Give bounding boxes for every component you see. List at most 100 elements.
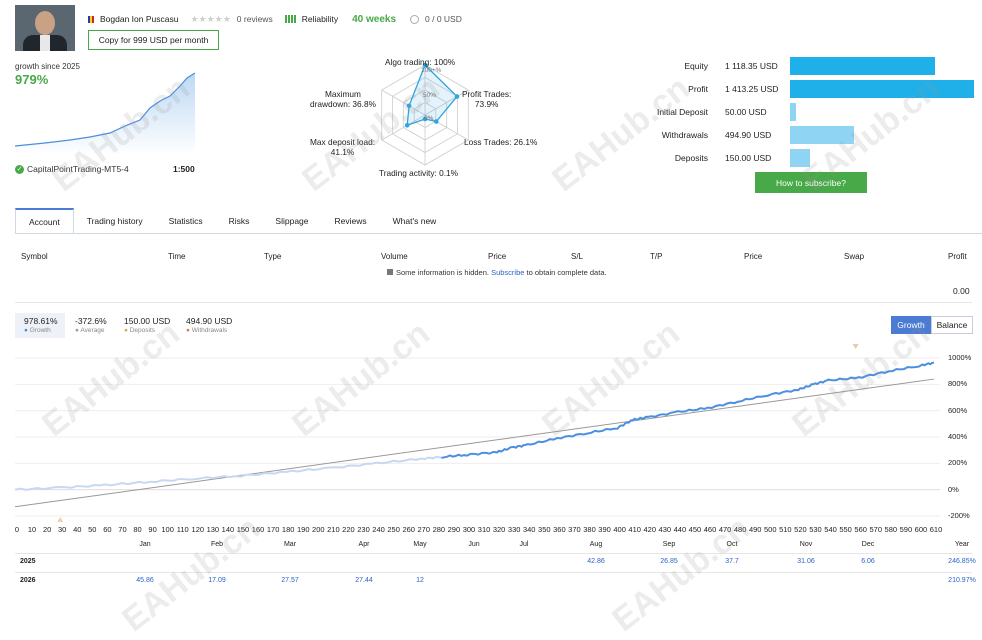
stat-bar [790,103,796,121]
x-tick-label: 230 [357,525,370,534]
radar-point [422,116,428,122]
how-to-subscribe-button[interactable]: How to subscribe? [755,172,867,193]
month-value[interactable]: 42.86 [587,558,605,565]
x-tick-label: 0 [14,525,20,534]
series-growth [441,361,935,459]
month-header: Feb [210,541,224,548]
table-header-price: Price [488,252,507,261]
legend-item-average[interactable]: -372.6% ● Average [75,316,107,336]
flag-icon [88,15,94,23]
x-tick-label: 60 [103,525,112,534]
table-header-volume: Volume [381,252,408,261]
tab-what-s-new[interactable]: What's new [392,216,437,226]
x-tick-label: 130 [206,525,220,534]
month-value[interactable]: 37.7 [725,558,739,565]
table-header-profit: Profit [948,252,967,261]
x-tick-label: 380 [583,525,596,534]
radar-point [406,103,412,109]
broker-link[interactable]: ✓ CapitalPointTrading-MT5-4 [15,164,129,174]
month-header: Jan [139,541,151,548]
legend-caption: ● Growth [24,326,58,336]
x-tick-label: 570 [869,525,882,534]
month-value[interactable]: 246.85% [948,558,976,565]
radar-label-deposit-load: Max deposit load: 41.1% [310,137,376,157]
balance-toggle-button[interactable]: Balance [931,316,973,334]
legend-dot-icon: ● [24,327,30,334]
month-value[interactable]: 26.85 [660,558,678,565]
tab-trading-history[interactable]: Trading history [86,216,143,226]
x-tick-label: 610 [929,525,943,534]
stat-bar [790,80,974,98]
series-average [14,378,935,508]
tab-slippage[interactable]: Slippage [275,216,309,226]
growth-value: 979% [15,72,49,87]
x-tick-label: 600 [914,525,928,534]
month-value[interactable]: 27.44 [355,577,373,584]
x-tick-label: 240 [372,525,385,534]
tab-risks[interactable]: Risks [228,216,250,226]
month-header: Year [954,541,970,548]
legend-item-withdrawals[interactable]: 494.90 USD ● Withdrawals [186,316,232,336]
y-tick-label: 600% [948,405,968,415]
month-value[interactable]: 6.06 [861,558,875,565]
table-header-symbol: Symbol [21,252,48,261]
row-divider [15,553,972,554]
x-tick-label: 550 [839,525,852,534]
month-value[interactable]: 31.06 [797,558,815,565]
withdrawal-marker-icon [852,344,859,349]
tab-account[interactable]: Account [15,208,74,234]
x-tick-label: 70 [118,525,127,534]
table-header-price: Price [744,252,763,261]
provider-name[interactable]: Bogdan Ion Puscasu [100,14,179,24]
month-header: Dec [861,541,875,548]
month-header: Apr [358,541,370,548]
stat-label: Profit [688,84,708,94]
x-tick-label: 340 [522,525,536,534]
month-value[interactable]: 27.57 [281,577,299,584]
stat-label: Equity [684,61,708,71]
legend-label: Deposits [129,327,156,334]
x-tick-label: 270 [417,525,431,534]
legend-label: Average [80,327,105,334]
stat-bar [790,57,935,75]
table-header-time: Time [168,252,186,261]
x-tick-label: 320 [492,525,506,534]
lock-icon [387,269,393,275]
month-value[interactable]: 17.09 [208,577,226,584]
broker-name[interactable]: CapitalPointTrading-MT5-4 [27,164,129,174]
radar-points [404,62,460,128]
tab-reviews[interactable]: Reviews [334,216,367,226]
legend-item-deposits[interactable]: 150.00 USD ● Deposits [124,316,170,336]
x-tick-label: 450 [688,525,702,534]
subscribe-link[interactable]: Subscribe [491,268,525,277]
x-tick-label: 80 [133,525,142,534]
radar-spoke [424,89,469,116]
legend-value: 978.61% [24,316,58,326]
legend-value: 150.00 USD [124,316,171,326]
x-tick-label: 360 [553,525,566,534]
growth-chart[interactable] [0,340,982,540]
reviews-count[interactable]: 0 reviews [236,14,273,24]
tab-statistics[interactable]: Statistics [168,216,203,226]
radar-label-profit: Profit Trades: 73.9% [462,89,512,109]
x-tick-label: 430 [658,525,672,534]
month-value[interactable]: 45.86 [136,577,154,584]
verified-check-icon: ✓ [15,164,24,174]
stat-value: 1 118.35 USD [725,61,778,71]
x-tick-label: 150 [236,525,250,534]
month-value[interactable]: 12 [416,577,424,584]
radar-label-algo: Algo trading: 100% [385,57,456,67]
stat-label: Initial Deposit [656,107,708,117]
radar-label-drawdown: Maximum drawdown: 36.8% [310,89,376,109]
growth-sparkline [15,72,196,155]
y-tick-label: 400% [948,432,968,441]
month-value[interactable]: 210.97% [948,577,976,584]
growth-toggle-button[interactable]: Growth [891,316,931,334]
x-tick-label: 20 [42,525,52,534]
year-label: 2026 [20,577,36,584]
avatar[interactable] [15,5,75,51]
copy-button[interactable]: Copy for 999 USD per month [88,30,219,50]
x-tick-label: 500 [764,525,777,534]
legend-item-growth[interactable]: 978.61% ● Growth [24,316,58,336]
profit-total: 0.00 [953,286,970,296]
